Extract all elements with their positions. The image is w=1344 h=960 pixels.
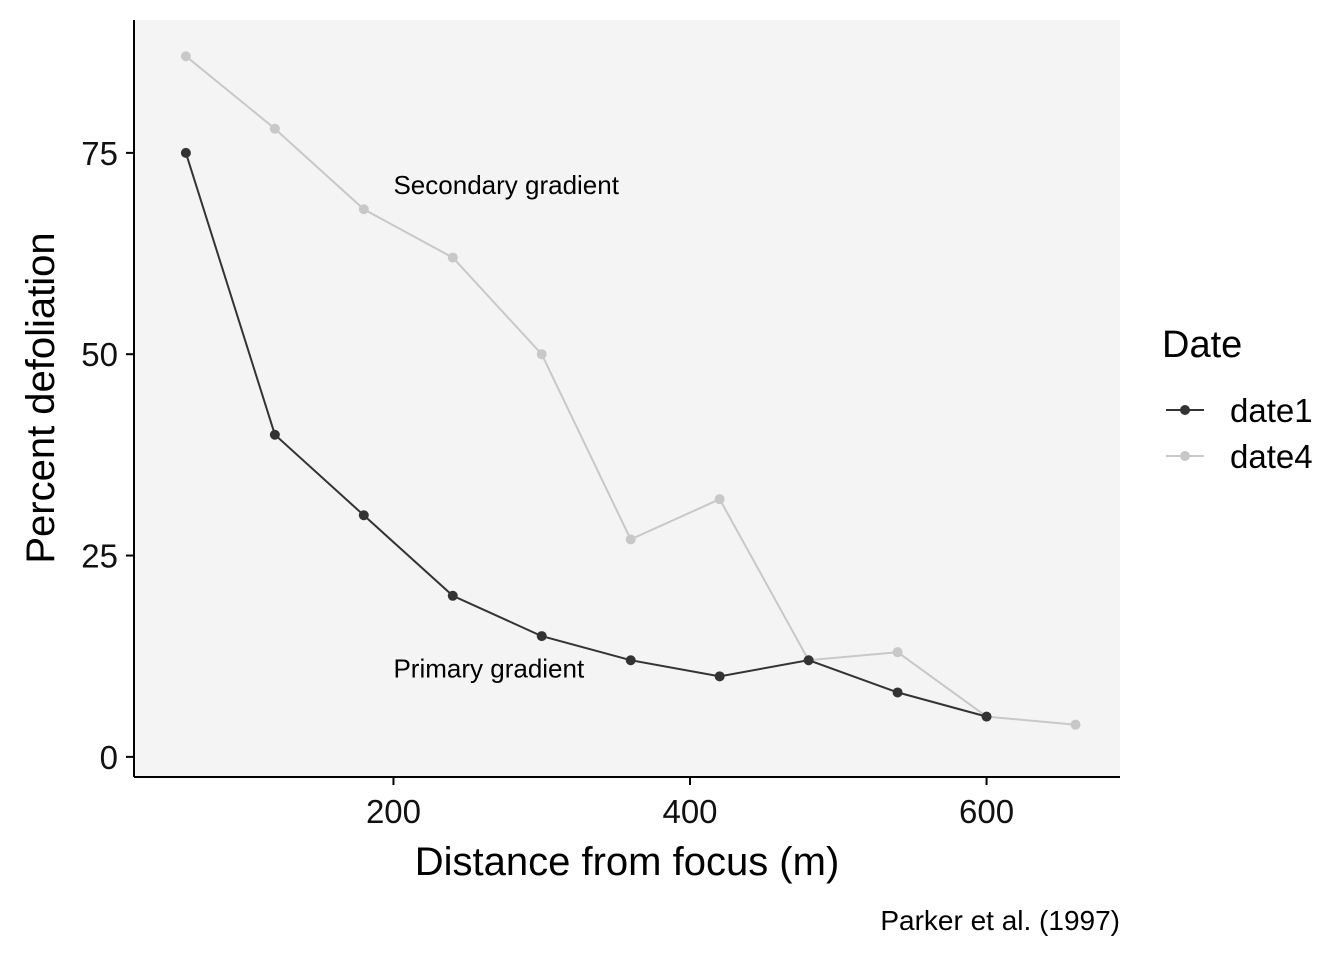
data-point xyxy=(180,51,191,62)
data-point xyxy=(447,590,458,601)
x-axis-title: Distance from focus (m) xyxy=(415,840,840,884)
data-point xyxy=(714,494,725,505)
data-point xyxy=(180,147,191,158)
y-tick-label: 75 xyxy=(81,135,118,172)
legend-item-date1: date1 xyxy=(1166,392,1313,429)
legend-label: date4 xyxy=(1230,438,1313,475)
series-layer xyxy=(180,51,1081,730)
annotation-label: Primary gradient xyxy=(393,653,585,683)
data-point xyxy=(625,534,636,545)
data-point xyxy=(892,647,903,658)
plot-panel xyxy=(134,20,1120,777)
y-tick-label: 0 xyxy=(100,739,118,776)
data-point xyxy=(1070,719,1081,730)
ticks-layer: 200 400 600 0 25 50 75 xyxy=(81,135,1014,830)
data-point xyxy=(536,631,547,642)
data-point xyxy=(358,204,369,215)
data-point xyxy=(714,671,725,682)
annotation-layer: Secondary gradient Primary gradient xyxy=(393,170,619,683)
data-point xyxy=(803,655,814,666)
series-date1 xyxy=(180,147,992,722)
data-point xyxy=(269,429,280,440)
annotation-label: Secondary gradient xyxy=(393,170,619,200)
legend-key-point xyxy=(1180,451,1190,461)
x-tick-label: 600 xyxy=(959,793,1014,830)
legend-key-point xyxy=(1180,405,1190,415)
data-point xyxy=(625,655,636,666)
y-axis-title: Percent defoliation xyxy=(19,232,63,563)
caption: Parker et al. (1997) xyxy=(880,905,1120,936)
legend: Date date1 date4 xyxy=(1162,324,1313,475)
data-point xyxy=(447,252,458,263)
x-tick-label: 200 xyxy=(366,793,421,830)
data-point xyxy=(269,123,280,134)
legend-item-date4: date4 xyxy=(1166,438,1313,475)
y-tick-label: 50 xyxy=(81,336,118,373)
data-point xyxy=(981,711,992,722)
series-date4 xyxy=(180,51,1081,730)
legend-label: date1 xyxy=(1230,392,1313,429)
data-point xyxy=(892,687,903,698)
data-point xyxy=(536,349,547,360)
y-tick-label: 25 xyxy=(81,538,118,575)
data-point xyxy=(358,510,369,521)
legend-title: Date xyxy=(1162,324,1242,366)
x-tick-label: 400 xyxy=(662,793,717,830)
series-line-date1 xyxy=(184,152,987,718)
